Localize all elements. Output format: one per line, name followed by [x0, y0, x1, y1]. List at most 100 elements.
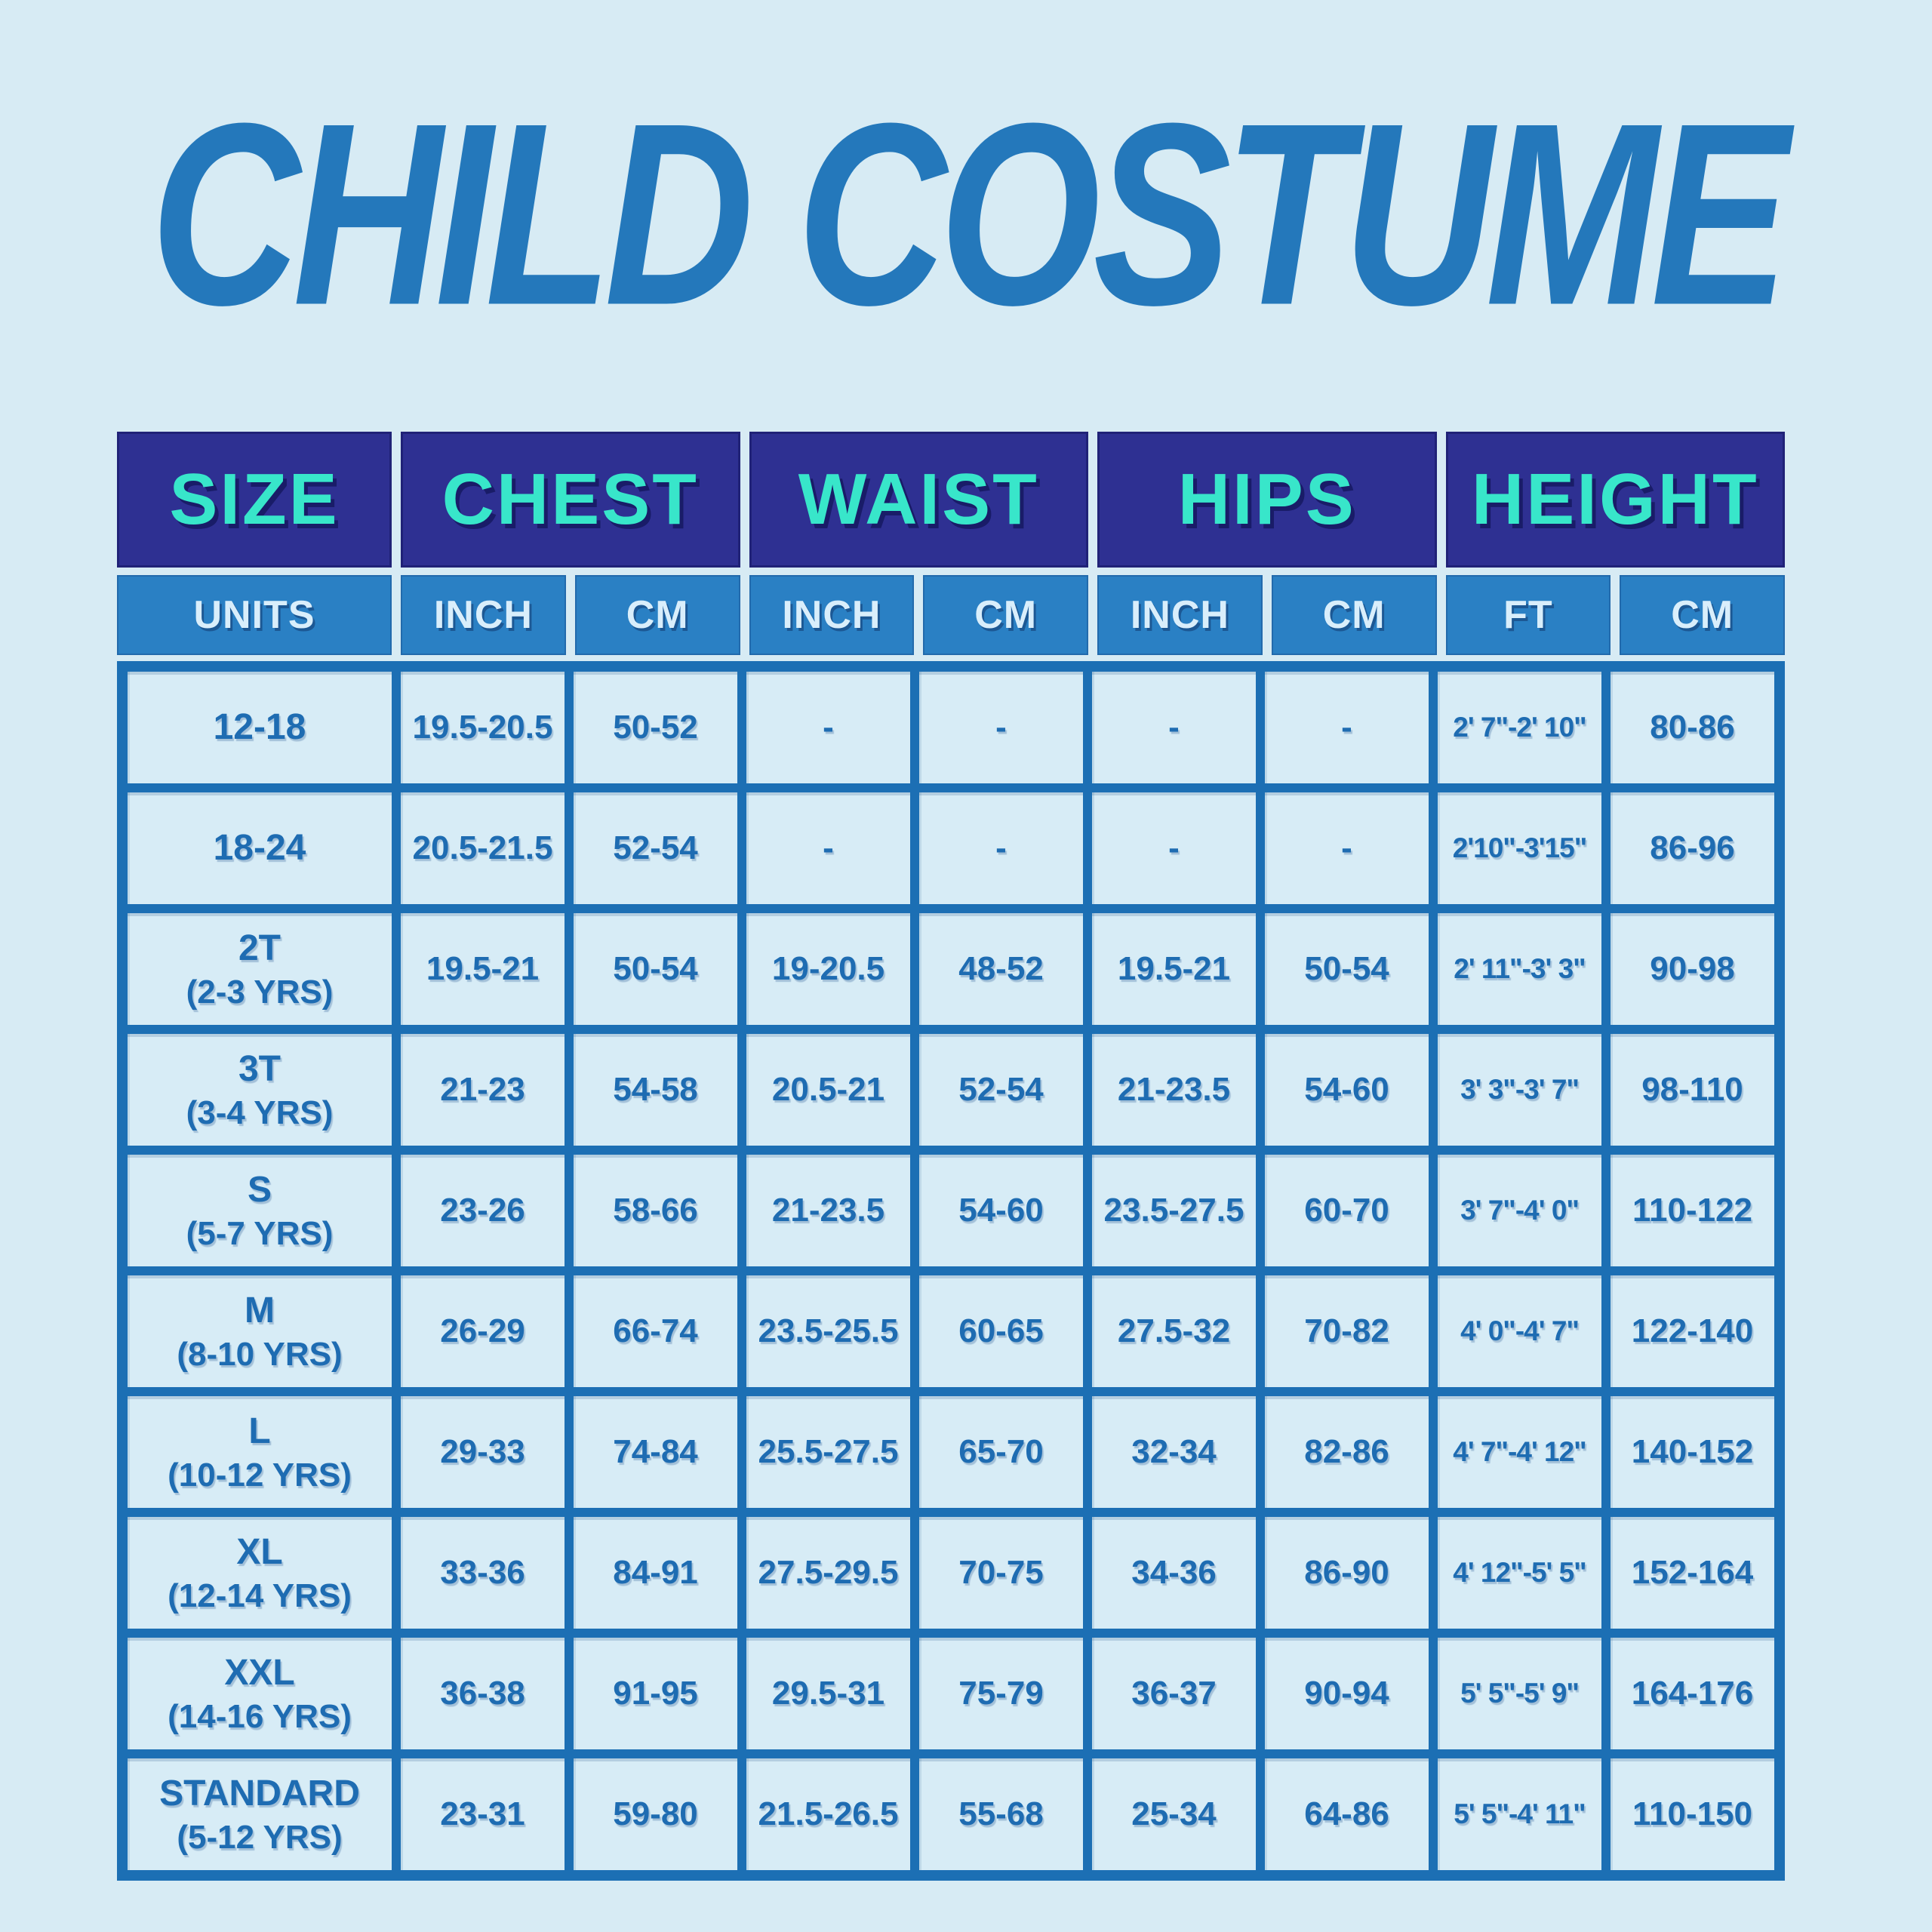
measure-cell: 19-20.5 [746, 913, 910, 1025]
measure-cell: 4' 0"-4' 7" [1438, 1275, 1601, 1387]
group-header-row: SIZE CHEST WAIST HIPS HEIGHT [117, 432, 1785, 568]
measure-cell: 65-70 [919, 1396, 1083, 1508]
measure-cell: 50-54 [1265, 913, 1429, 1025]
measure-cell: - [746, 792, 910, 904]
measure-cell: 122-140 [1611, 1275, 1774, 1387]
size-age: (5-7 YRS) [186, 1214, 334, 1252]
measure-cell: 50-52 [574, 672, 737, 783]
unit-header-chest-inch: INCH [401, 575, 566, 655]
measure-cell: 54-60 [1265, 1034, 1429, 1146]
size-label: XXL [224, 1652, 295, 1693]
unit-header-waist-inch: INCH [749, 575, 915, 655]
measure-cell: - [919, 672, 1083, 783]
size-cell: 18-24 [128, 792, 392, 904]
measure-cell: 82-86 [1265, 1396, 1429, 1508]
measure-cell: 23.5-25.5 [746, 1275, 910, 1387]
measure-cell: 86-96 [1611, 792, 1774, 904]
page-title: CHILD COSTUME [150, 69, 1789, 360]
measure-cell: 32-34 [1092, 1396, 1256, 1508]
measure-cell: - [1092, 672, 1256, 783]
measure-cell: 4' 7"-4' 12" [1438, 1396, 1601, 1508]
size-label: XL [236, 1531, 283, 1572]
measure-cell: 21-23.5 [746, 1155, 910, 1266]
measure-cell: 21-23.5 [1092, 1034, 1256, 1146]
table-body: 12-18 19.5-20.5 50-52 - - - - 2' 7"-2' 1… [117, 661, 1785, 1881]
measure-cell: 98-110 [1611, 1034, 1774, 1146]
measure-cell: 29.5-31 [746, 1638, 910, 1749]
size-age: (5-12 YRS) [177, 1818, 343, 1856]
measure-cell: 20.5-21 [746, 1034, 910, 1146]
column-header-chest: CHEST [401, 432, 740, 568]
measure-cell: 29-33 [401, 1396, 565, 1508]
measure-cell: 84-91 [574, 1517, 737, 1629]
size-label: 18-24 [213, 828, 306, 868]
size-cell: XXL (14-16 YRS) [128, 1638, 392, 1749]
size-cell: L (10-12 YRS) [128, 1396, 392, 1508]
measure-cell: 23-31 [401, 1758, 565, 1870]
measure-cell: 80-86 [1611, 672, 1774, 783]
size-age: (12-14 YRS) [168, 1577, 352, 1614]
measure-cell: 52-54 [574, 792, 737, 904]
measure-cell: 91-95 [574, 1638, 737, 1749]
measure-cell: 2' 11"-3' 3" [1438, 913, 1601, 1025]
unit-header-chest-cm: CM [574, 575, 740, 655]
measure-cell: 3' 7"-4' 0" [1438, 1155, 1601, 1266]
measure-cell: 27.5-29.5 [746, 1517, 910, 1629]
measure-cell: 90-98 [1611, 913, 1774, 1025]
measure-cell: 66-74 [574, 1275, 737, 1387]
measure-cell: - [1092, 792, 1256, 904]
measure-cell: 21-23 [401, 1034, 565, 1146]
measure-cell: 60-70 [1265, 1155, 1429, 1266]
measure-cell: 5' 5"-4' 11" [1438, 1758, 1601, 1870]
measure-cell: 140-152 [1611, 1396, 1774, 1508]
size-age: (8-10 YRS) [177, 1335, 343, 1373]
measure-cell: 70-75 [919, 1517, 1083, 1629]
size-cell: 3T (3-4 YRS) [128, 1034, 392, 1146]
measure-cell: 48-52 [919, 913, 1083, 1025]
measure-cell: 34-36 [1092, 1517, 1256, 1629]
measure-cell: 50-54 [574, 913, 737, 1025]
size-label: S [247, 1169, 272, 1210]
measure-cell: - [1265, 792, 1429, 904]
size-cell: S (5-7 YRS) [128, 1155, 392, 1266]
measure-cell: 5' 5"-5' 9" [1438, 1638, 1601, 1749]
measure-cell: 25-34 [1092, 1758, 1256, 1870]
size-label: M [245, 1290, 275, 1331]
measure-cell: 23-26 [401, 1155, 565, 1266]
size-label: L [248, 1411, 271, 1451]
measure-cell: 75-79 [919, 1638, 1083, 1749]
measure-cell: 27.5-32 [1092, 1275, 1256, 1387]
measure-cell: 90-94 [1265, 1638, 1429, 1749]
size-age: (10-12 YRS) [168, 1456, 352, 1494]
unit-header-row: UNITS INCH CM INCH CM INCH CM FT CM [117, 575, 1785, 655]
measure-cell: 74-84 [574, 1396, 737, 1508]
measure-cell: 26-29 [401, 1275, 565, 1387]
measure-cell: 21.5-26.5 [746, 1758, 910, 1870]
unit-header-height-cm: CM [1620, 575, 1785, 655]
size-age: (14-16 YRS) [168, 1697, 352, 1735]
measure-cell: 164-176 [1611, 1638, 1774, 1749]
measure-cell: 70-82 [1265, 1275, 1429, 1387]
size-age: (3-4 YRS) [186, 1094, 334, 1131]
measure-cell: 59-80 [574, 1758, 737, 1870]
unit-header-waist-cm: CM [923, 575, 1088, 655]
measure-cell: 55-68 [919, 1758, 1083, 1870]
size-cell: M (8-10 YRS) [128, 1275, 392, 1387]
size-label: 2T [238, 928, 281, 968]
size-label: STANDARD [159, 1773, 360, 1814]
measure-cell: 20.5-21.5 [401, 792, 565, 904]
measure-cell: 110-122 [1611, 1155, 1774, 1266]
size-label: 3T [238, 1048, 281, 1089]
unit-header-height-ft: FT [1445, 575, 1611, 655]
unit-header-hips-inch: INCH [1097, 575, 1263, 655]
size-cell: STANDARD (5-12 YRS) [128, 1758, 392, 1870]
measure-cell: 2'10"-3'15" [1438, 792, 1601, 904]
unit-header-units: UNITS [117, 575, 392, 655]
size-cell: XL (12-14 YRS) [128, 1517, 392, 1629]
measure-cell: 64-86 [1265, 1758, 1429, 1870]
size-cell: 2T (2-3 YRS) [128, 913, 392, 1025]
measure-cell: 54-60 [919, 1155, 1083, 1266]
column-header-height: HEIGHT [1445, 432, 1785, 568]
size-age: (2-3 YRS) [186, 973, 334, 1011]
measure-cell: 86-90 [1265, 1517, 1429, 1629]
